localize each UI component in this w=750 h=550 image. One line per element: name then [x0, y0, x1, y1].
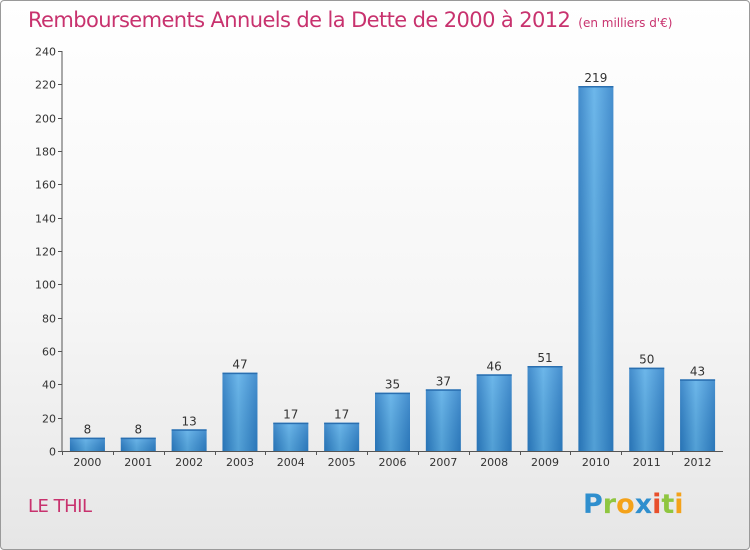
value-label: 8	[84, 423, 92, 437]
town-name: LE THIL	[28, 496, 92, 517]
x-tick-label: 2008	[480, 456, 508, 469]
y-tick-label: 100	[35, 279, 56, 292]
bar-shade	[273, 422, 309, 451]
bar-top-edge	[171, 429, 207, 431]
value-labels-group: 8 8 13 47 17 17 35 37 46 51 219 50 43	[84, 71, 706, 437]
value-label: 219	[584, 71, 607, 85]
bar-top-edge	[222, 372, 258, 375]
bar-2010	[578, 86, 614, 451]
y-tick-label: 40	[42, 379, 56, 392]
bar-top-edge	[324, 422, 360, 425]
bar-top-edge	[69, 437, 105, 440]
chart-subtitle: (en milliers d'€)	[578, 16, 673, 30]
bars-group	[69, 86, 716, 451]
chart-title-text: Remboursements Annuels de la Dette de 20…	[28, 8, 571, 32]
bar-top-edge	[120, 437, 156, 440]
logo-letter: i	[674, 489, 684, 520]
y-tick-label: 20	[42, 413, 56, 426]
bar-shade	[375, 392, 410, 451]
logo-letter: o	[616, 489, 635, 520]
logo-letter: x	[634, 489, 653, 520]
bar-shade	[222, 372, 258, 451]
x-axis: 2000 2001 2002 2003 2004 2005 2006 2007 2008 2009…	[62, 451, 723, 469]
value-label: 51	[537, 351, 552, 365]
bar-shade	[578, 86, 614, 451]
y-tick-label: 220	[35, 79, 56, 92]
y-axis: 0 20 40 60 80 100 120 140 160 180 200 220 240	[35, 46, 63, 459]
bar-shade	[527, 366, 563, 451]
x-tick-label: 2001	[124, 456, 152, 469]
y-tick-label: 240	[35, 46, 56, 59]
y-tick-label: 140	[35, 213, 56, 226]
bar-top-edge	[425, 389, 461, 391]
proxiti-logo: Proxiti	[583, 489, 684, 520]
bar-shade	[171, 429, 207, 451]
y-tick-label: 60	[42, 346, 56, 359]
y-tick-label: 120	[35, 246, 56, 259]
value-label: 43	[690, 364, 705, 378]
logo-letter: r	[602, 489, 617, 520]
x-tick-label: 2012	[684, 456, 712, 469]
bar-2005	[324, 422, 360, 451]
bar-2004	[273, 422, 309, 451]
y-tick-label: 180	[35, 146, 56, 159]
value-label: 37	[436, 374, 451, 388]
x-tick-label: 2000	[73, 456, 101, 469]
value-label: 50	[639, 353, 654, 367]
bar-top-edge	[375, 392, 410, 395]
bar-top-edge	[476, 374, 512, 376]
bar-2002	[171, 429, 207, 451]
bar-shade	[476, 374, 512, 451]
x-tick-label: 2003	[226, 456, 254, 469]
value-label: 35	[385, 378, 400, 392]
x-tick-label: 2009	[531, 456, 559, 469]
y-tick-label: 80	[42, 313, 56, 326]
x-tick-label: 2007	[429, 456, 457, 469]
x-tick-label: 2010	[582, 456, 610, 469]
bar-2012	[680, 379, 716, 451]
bar-top-edge	[527, 366, 563, 368]
bar-shade	[680, 379, 716, 451]
value-label: 47	[232, 358, 247, 372]
x-tick-label: 2002	[175, 456, 203, 469]
bar-2009	[527, 366, 563, 451]
bar-2007	[425, 389, 461, 451]
bar-shade	[69, 437, 105, 451]
y-tick-label: 0	[49, 446, 56, 459]
bar-2006	[375, 392, 410, 451]
bar-2003	[222, 372, 258, 451]
logo-letter: i	[652, 489, 662, 520]
x-tick-label: 2004	[277, 456, 305, 469]
bar-top-edge	[629, 367, 665, 370]
bar-2001	[120, 437, 156, 451]
value-label: 8	[134, 423, 142, 437]
logo-letter: t	[661, 489, 675, 520]
bar-top-edge	[578, 86, 614, 88]
bar-shade	[629, 367, 665, 451]
value-label: 17	[283, 408, 298, 422]
x-tick-label: 2005	[328, 456, 356, 469]
chart-title: Remboursements Annuels de la Dette de 20…	[28, 8, 672, 32]
bar-shade	[425, 389, 461, 451]
value-label: 46	[487, 359, 502, 373]
bar-2011	[629, 367, 665, 451]
bar-2008	[476, 374, 512, 451]
y-tick-label: 200	[35, 113, 56, 126]
bar-shade	[120, 437, 156, 451]
bar-top-edge	[273, 422, 309, 425]
x-tick-label: 2006	[379, 456, 407, 469]
x-tick-label: 2011	[633, 456, 661, 469]
value-label: 17	[334, 408, 349, 422]
bar-shade	[324, 422, 360, 451]
y-tick-label: 160	[35, 179, 56, 192]
value-label: 13	[181, 414, 196, 428]
bar-top-edge	[680, 379, 716, 381]
logo-letter: P	[583, 489, 603, 520]
bar-2000	[69, 437, 105, 451]
